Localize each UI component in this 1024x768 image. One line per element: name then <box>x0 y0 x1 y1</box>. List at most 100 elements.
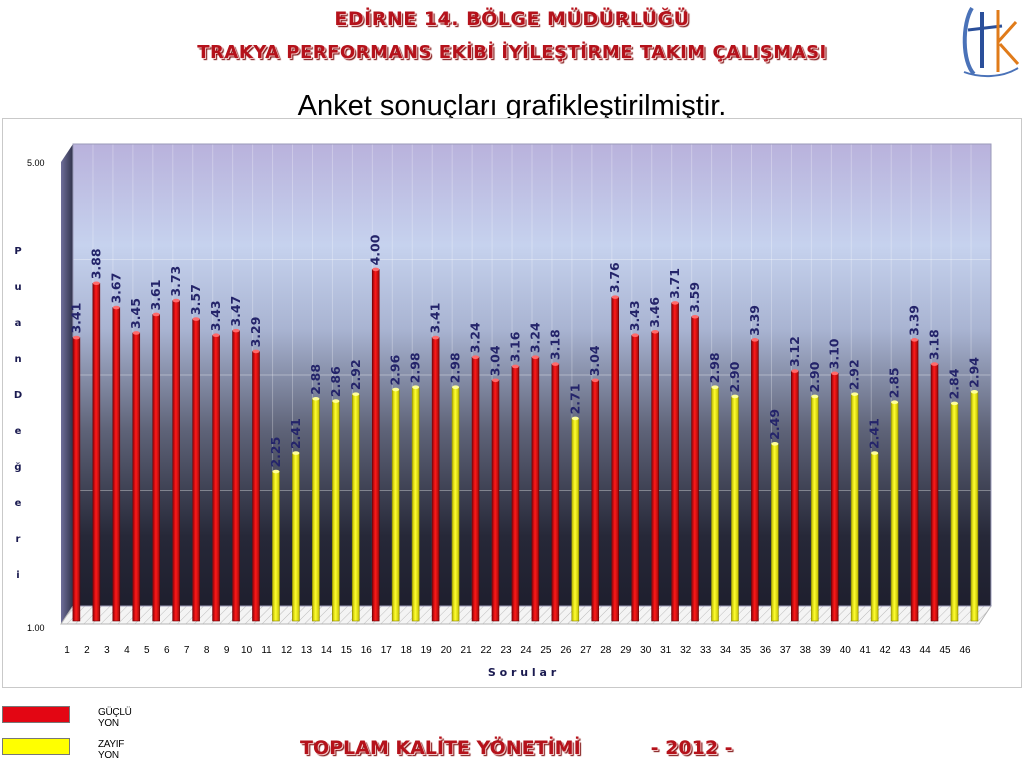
bar-weak <box>332 400 340 622</box>
bar-cap <box>392 387 400 392</box>
bar-weak <box>351 393 360 622</box>
bar-weak <box>970 391 979 622</box>
bar-value-label: 2.71 <box>567 384 582 415</box>
x-tick-label: 41 <box>860 645 872 656</box>
x-tick-label: 8 <box>204 645 210 656</box>
x-tick-label: 3 <box>104 645 110 656</box>
bar-strong <box>371 269 380 622</box>
x-tick-label: 25 <box>540 645 552 656</box>
bar-value-label: 3.67 <box>108 273 123 304</box>
bar-cap <box>651 329 659 334</box>
bar-cap <box>412 385 420 390</box>
bar-cap <box>292 451 300 455</box>
x-tick-label: 32 <box>680 645 692 656</box>
bar-cap <box>831 371 839 376</box>
bar-cap <box>931 362 939 366</box>
x-tick-label: 30 <box>640 645 652 656</box>
bar-strong <box>252 351 260 622</box>
bar-weak <box>451 386 460 622</box>
bar-value-label: 3.41 <box>428 303 443 334</box>
x-tick-label: 16 <box>361 645 373 656</box>
bar-strong <box>691 316 699 622</box>
x-tick-label: 40 <box>840 645 852 656</box>
bar-value-label: 3.47 <box>228 296 243 327</box>
footer-title: TOPLAM KALİTE YÖNETİMİ <box>300 737 581 759</box>
bar-value-label: 3.29 <box>248 317 263 348</box>
x-tick-label: 14 <box>321 645 333 656</box>
bar-weak <box>292 452 300 622</box>
x-tick-label: 24 <box>520 645 532 656</box>
bar-value-label: 3.61 <box>148 280 163 311</box>
bar-value-label: 3.46 <box>647 297 662 328</box>
bar-cap <box>372 267 380 272</box>
bar-cap <box>871 451 879 455</box>
bar-value-label: 2.98 <box>408 352 423 383</box>
bar-value-label: 2.92 <box>348 359 363 390</box>
bar-strong <box>192 318 200 622</box>
bar-strong <box>491 379 500 622</box>
bar-cap <box>970 390 978 394</box>
bar-weak <box>312 398 320 622</box>
bar-cap <box>691 314 699 319</box>
bar-strong <box>531 356 540 622</box>
bar-weak <box>411 386 420 622</box>
bar-value-label: 3.18 <box>547 329 562 360</box>
bar-value-label: 2.96 <box>388 354 403 385</box>
header-title: EDİRNE 14. BÖLGE MÜDÜRLÜĞÜ <box>334 8 690 30</box>
bar-strong <box>431 337 440 622</box>
bar-value-label: 3.76 <box>607 262 622 293</box>
bar-value-label: 3.24 <box>527 322 542 353</box>
footer: TOPLAM KALİTE YÖNETİMİ - 2012 - <box>300 737 770 759</box>
bar-cap <box>731 394 739 399</box>
x-tick-label: 45 <box>940 645 952 656</box>
x-tick-label: 20 <box>441 645 453 656</box>
bar-cap <box>432 335 440 340</box>
x-tick-label: 12 <box>281 645 293 656</box>
x-tick-label: 11 <box>261 645 272 656</box>
x-tick-label: 18 <box>401 645 413 656</box>
x-tick-label: 31 <box>660 645 672 656</box>
footer-year: - 2012 - <box>650 737 733 759</box>
bar-cap <box>911 338 919 342</box>
bar-value-label: 2.86 <box>328 366 343 397</box>
bar-strong <box>232 330 240 622</box>
bar-weak <box>771 443 779 622</box>
bar-value-label: 2.41 <box>288 418 303 449</box>
x-tick-label: 27 <box>580 645 592 656</box>
bar-strong <box>930 363 939 622</box>
x-tick-label: 19 <box>421 645 433 656</box>
bar-cap <box>232 328 240 333</box>
bar-strong <box>910 339 919 622</box>
bar-cap <box>611 295 619 299</box>
bar-strong <box>172 300 180 622</box>
bar-weak <box>571 418 580 622</box>
bar-value-label: 2.98 <box>448 352 463 383</box>
bar-strong <box>72 337 81 622</box>
y-axis-label-letter: e <box>15 498 22 509</box>
bar-cap <box>551 362 559 366</box>
legend-strong-label: GÜÇLÜ YON <box>98 707 132 729</box>
bar-cap <box>192 317 200 321</box>
x-tick-label: 1 <box>64 645 70 656</box>
x-tick-label: 7 <box>184 645 190 656</box>
bar-cap <box>132 331 140 335</box>
x-tick-label: 9 <box>224 645 230 656</box>
x-tick-label: 33 <box>700 645 712 656</box>
y-axis-label-letter: e <box>15 426 22 437</box>
x-tick-label: 15 <box>341 645 353 656</box>
x-tick-label: 13 <box>301 645 313 656</box>
y-axis-label-letter: n <box>14 354 21 365</box>
bar-value-label: 3.88 <box>88 248 103 279</box>
tk-logo-icon <box>962 6 1020 78</box>
bar-strong <box>591 379 600 622</box>
y-axis-label-letter: r <box>16 534 21 545</box>
bar-value-label: 3.04 <box>487 345 502 376</box>
bar-value-label: 2.41 <box>867 418 882 449</box>
header-subtitle: TRAKYA PERFORMANS EKİBİ İYİLEŞTİRME TAKI… <box>197 42 827 63</box>
bar-strong <box>511 366 520 622</box>
bar-value-label: 2.90 <box>727 361 742 392</box>
bar-weak <box>890 401 899 622</box>
bar-value-label: 3.04 <box>587 345 602 376</box>
bar-cap <box>332 399 340 403</box>
